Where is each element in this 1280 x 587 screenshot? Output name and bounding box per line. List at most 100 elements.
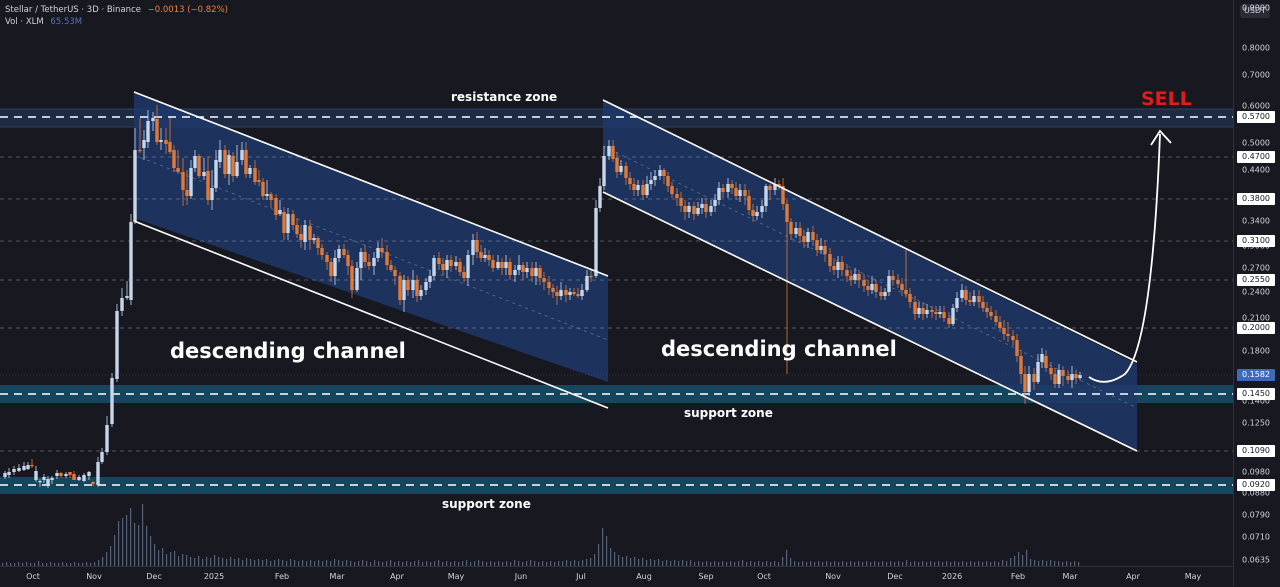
channel-1-upper[interactable] bbox=[133, 91, 609, 277]
candle-up bbox=[887, 276, 891, 292]
volume-bar bbox=[78, 563, 80, 566]
volume-bar bbox=[910, 562, 912, 566]
candle-down bbox=[346, 255, 350, 266]
volume-bar bbox=[586, 559, 588, 566]
candle-up bbox=[1070, 374, 1074, 380]
time-tick: Apr bbox=[1126, 572, 1140, 581]
candle-down bbox=[624, 166, 628, 178]
candle-up bbox=[146, 121, 150, 142]
volume-bar bbox=[774, 561, 776, 566]
volume-bar bbox=[642, 558, 644, 566]
price-tick: 0.0710 bbox=[1242, 532, 1270, 542]
candle-down bbox=[185, 190, 189, 196]
channel-1-lower[interactable] bbox=[133, 220, 609, 409]
time-axis[interactable]: Oct Nov Dec 2025 Feb Mar Apr May Jun Jul Aug Sep Oct… bbox=[0, 566, 1233, 587]
candle-down bbox=[908, 294, 912, 302]
candle-up bbox=[278, 210, 282, 214]
volume-bar bbox=[286, 561, 288, 566]
volume-bar bbox=[382, 562, 384, 566]
volume-bar bbox=[1030, 559, 1032, 566]
candle-down bbox=[231, 156, 235, 176]
volume-bar bbox=[322, 561, 324, 566]
volume-bar bbox=[1070, 562, 1072, 566]
candle-up bbox=[658, 170, 662, 176]
volume-bar bbox=[634, 557, 636, 566]
volume-bar bbox=[718, 562, 720, 566]
channel-2-lower[interactable] bbox=[602, 191, 1138, 452]
volume-bar bbox=[606, 536, 608, 566]
volume-bar bbox=[74, 562, 76, 566]
candle-down bbox=[921, 308, 925, 314]
candle-down bbox=[1006, 334, 1010, 336]
candle-down bbox=[964, 290, 968, 300]
candle-up bbox=[717, 188, 721, 200]
candle-down bbox=[181, 172, 185, 190]
candle-up bbox=[22, 466, 26, 470]
candle-down bbox=[308, 226, 312, 240]
projection-curve[interactable] bbox=[1088, 133, 1161, 383]
volume-bar bbox=[454, 561, 456, 566]
volume-bar bbox=[194, 558, 196, 566]
price-tick: 0.2100 bbox=[1242, 313, 1270, 323]
candle-up bbox=[38, 481, 42, 483]
price-axis[interactable]: USDT 0.9000 0.8000 0.7000 0.6000 0.5000 0.440… bbox=[1233, 0, 1280, 586]
volume-bar bbox=[806, 562, 808, 566]
candlesticks bbox=[3, 105, 1082, 488]
candle-up bbox=[653, 176, 657, 180]
time-tick: Mar bbox=[1062, 572, 1078, 581]
candle-down bbox=[491, 260, 495, 268]
volume-label[interactable]: Vol · XLM bbox=[5, 17, 44, 27]
candle-down bbox=[155, 119, 159, 142]
volume-bar bbox=[446, 561, 448, 566]
volume-bar bbox=[1026, 550, 1028, 566]
volume-bar bbox=[506, 561, 508, 566]
volume-bar bbox=[778, 562, 780, 566]
price-level-tag: 0.4700 bbox=[1237, 151, 1275, 163]
volume-bar bbox=[442, 562, 444, 566]
candle-down bbox=[172, 150, 176, 168]
volume-bar bbox=[86, 562, 88, 566]
volume-bar bbox=[766, 561, 768, 566]
price-tick: 0.9000 bbox=[1242, 3, 1270, 13]
candle-up bbox=[7, 472, 11, 475]
volume-bar bbox=[1054, 561, 1056, 566]
volume-bar bbox=[1066, 561, 1068, 566]
candle-up bbox=[819, 246, 823, 250]
candle-up bbox=[303, 225, 307, 242]
volume-bar bbox=[682, 560, 684, 566]
volume-bar bbox=[282, 560, 284, 566]
volume-bar bbox=[886, 562, 888, 566]
volume-bar bbox=[898, 561, 900, 566]
volume-bar bbox=[46, 563, 48, 566]
candle-down bbox=[734, 188, 738, 196]
candle-down bbox=[862, 280, 866, 286]
volume-bar bbox=[890, 561, 892, 566]
channel-2-upper[interactable] bbox=[602, 99, 1138, 363]
candle-down bbox=[261, 182, 265, 196]
time-tick: Jul bbox=[576, 572, 586, 581]
candle-down bbox=[197, 156, 201, 176]
volume-bar bbox=[206, 557, 208, 566]
volume-bar bbox=[954, 561, 956, 566]
volume-bar bbox=[1038, 561, 1040, 566]
candle-up bbox=[210, 188, 214, 200]
volume-bar bbox=[26, 562, 28, 566]
volume-bar bbox=[102, 557, 104, 566]
candle-down bbox=[747, 196, 751, 210]
candle-up bbox=[466, 255, 470, 278]
candle-up bbox=[105, 425, 109, 452]
volume-bar bbox=[294, 560, 296, 566]
candle-up bbox=[598, 186, 602, 208]
volume-bar bbox=[574, 560, 576, 566]
volume-bar bbox=[262, 560, 264, 566]
volume-bar bbox=[94, 562, 96, 566]
volume-bar bbox=[222, 558, 224, 566]
volume-bar bbox=[478, 560, 480, 566]
volume-bar bbox=[226, 559, 228, 566]
volume-bar bbox=[462, 561, 464, 566]
candle-down bbox=[542, 278, 546, 282]
candle-up bbox=[517, 265, 521, 270]
currency-button[interactable]: USDT bbox=[1240, 4, 1270, 18]
symbol-title[interactable]: Stellar / TetherUS · 3D · Binance bbox=[5, 5, 141, 15]
